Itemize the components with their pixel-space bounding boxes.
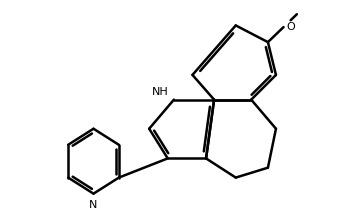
Text: N: N — [89, 200, 98, 210]
Text: O: O — [286, 22, 295, 32]
Text: NH: NH — [152, 87, 169, 97]
